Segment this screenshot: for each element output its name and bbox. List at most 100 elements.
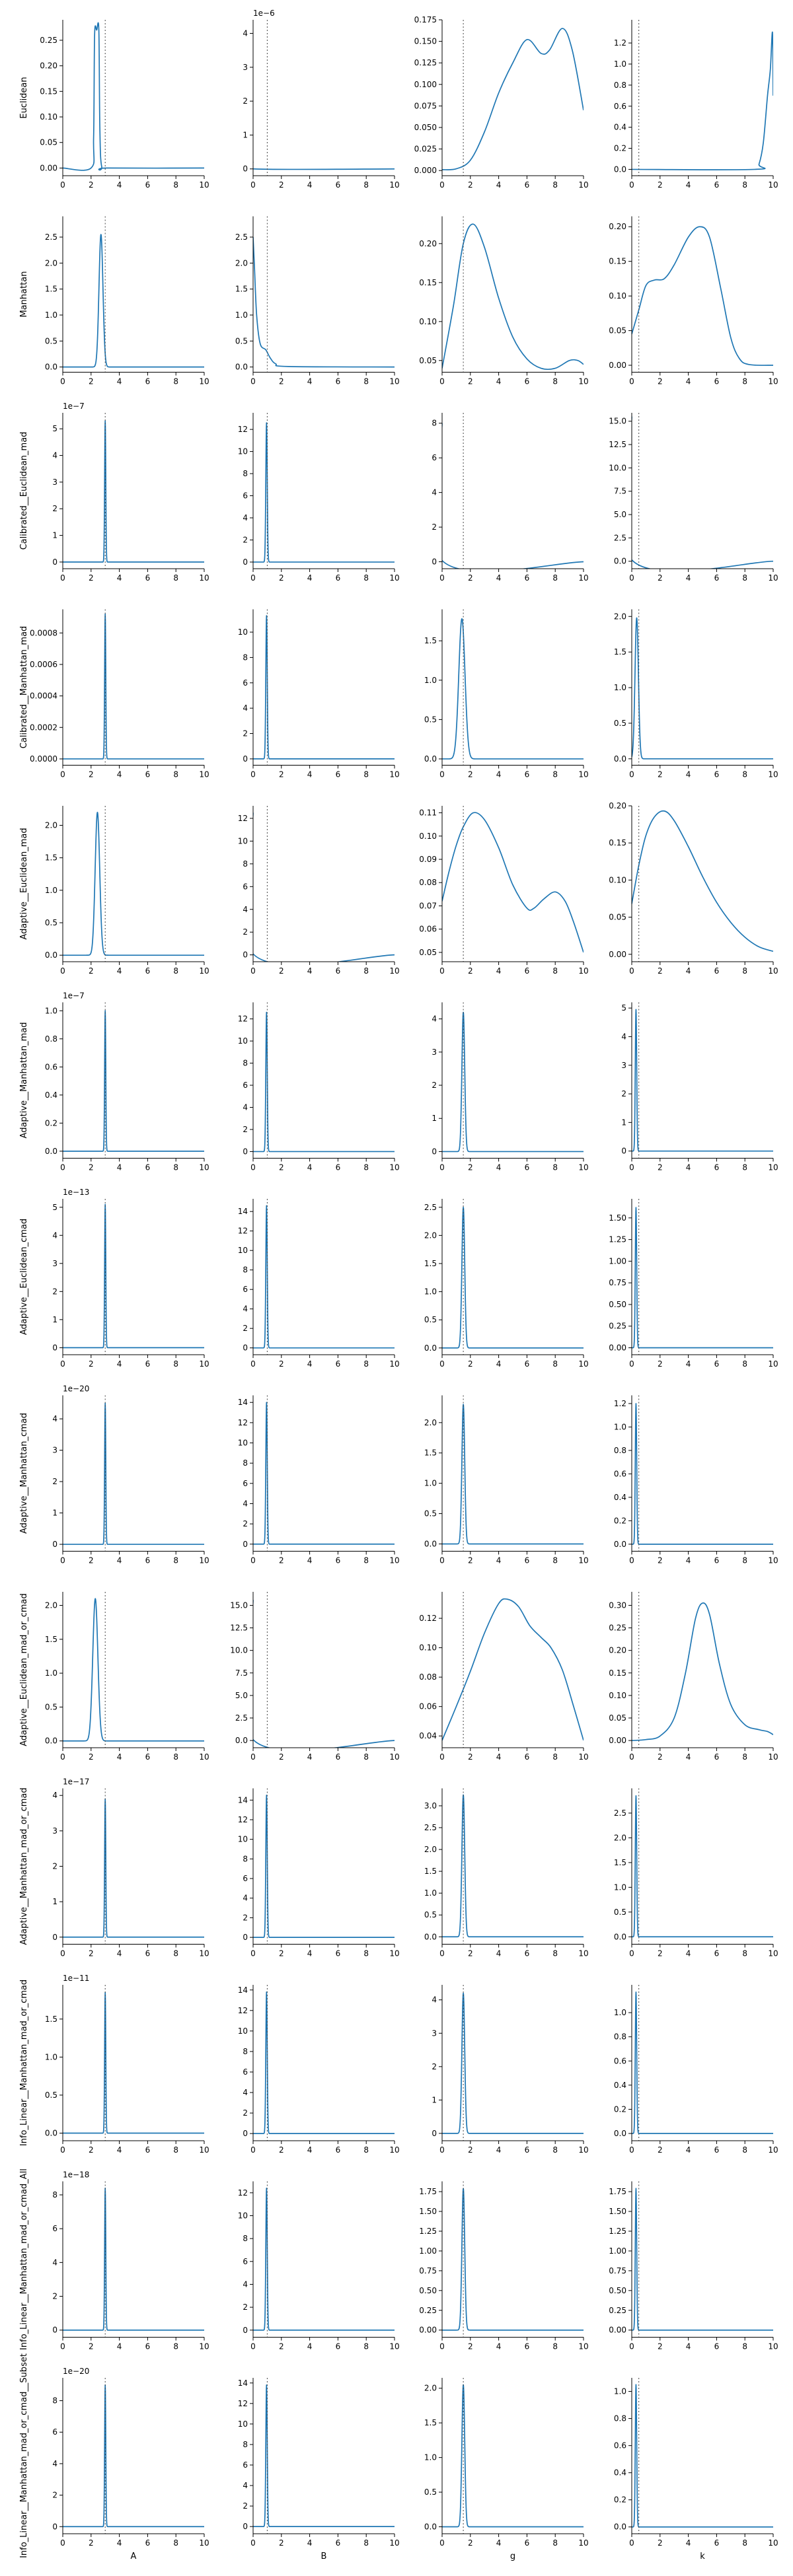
column-label-g: g — [510, 2552, 515, 2561]
panel-adaptive-euclidean-mad-or-cmad-A: 0 2 4 6 8 10 0.0 0.5 1.0 1.5 2.0 — [45, 1592, 209, 1762]
x-tick-label: 6 — [714, 1752, 720, 1762]
y-tick-label: 0.0 — [614, 2129, 626, 2138]
x-tick-label: 2 — [279, 966, 284, 976]
y-tick-label: 4 — [52, 2459, 57, 2468]
x-tick-label: 6 — [714, 1556, 720, 1565]
y-tick-label: 1 — [432, 1114, 437, 1123]
x-tick-label: 2 — [89, 2342, 94, 2351]
x-tick-label: 6 — [145, 1949, 151, 1958]
panel-adaptive-manhattan-mad-or-cmad-k: 0 2 4 6 8 10 0.0 0.5 1.0 1.5 2.0 2.5 — [614, 1788, 778, 1958]
x-tick-label: 2 — [658, 1949, 663, 1958]
y-tick-label: 1 — [243, 130, 248, 139]
y-tick-label: 5 — [52, 1203, 57, 1212]
y-tick-label: 0.04 — [419, 1731, 437, 1740]
y-tick-label: 2 — [52, 1287, 57, 1296]
panel-adaptive-manhattan-mad-A: 0 2 4 6 8 10 0.0 0.2 0.4 0.6 0.8 1.0 1e−7 — [45, 991, 209, 1172]
y-tick-label: 8 — [243, 1854, 248, 1863]
panel-adaptive-manhattan-cmad-B: 0 2 4 6 8 10 0 2 4 6 8 10 12 14 — [238, 1395, 400, 1565]
x-tick-label: 0 — [439, 180, 445, 190]
y-tick-label: 0.0000 — [30, 754, 57, 764]
x-tick-label: 10 — [199, 966, 209, 976]
x-tick-label: 2 — [89, 1359, 94, 1369]
panel-info-linear-manhattan-mad-or-cmad-k: 0 2 4 6 8 10 0.0 0.2 0.4 0.6 0.8 1.0 — [614, 1985, 778, 2155]
x-tick-label: 10 — [578, 2145, 588, 2155]
x-tick-label: 10 — [578, 1556, 588, 1565]
x-tick-label: 0 — [439, 1359, 445, 1369]
x-tick-label: 10 — [389, 1752, 399, 1762]
x-tick-label: 10 — [768, 1359, 778, 1369]
panel-calibrated-euclidean-mad-k: 0 2 4 6 8 10 0.0 2.5 5.0 7.5 10.0 12.5 15.0 — [609, 413, 778, 583]
y-tick-label: 1.5 — [45, 285, 57, 294]
x-tick-label: 2 — [658, 377, 663, 386]
x-tick-label: 8 — [742, 1752, 747, 1762]
y-tick-label: 0.0002 — [30, 723, 57, 732]
x-tick-label: 4 — [496, 1752, 502, 1762]
axis-offset-label: 1e−17 — [63, 1777, 89, 1787]
row-label-adaptive-manhattan-mad-or-cmad: Adaptive__Manhattan_mad_or_cmad — [19, 1787, 29, 1945]
y-tick-label: 2 — [243, 96, 248, 106]
x-tick-label: 6 — [714, 1359, 720, 1369]
x-tick-label: 8 — [173, 1949, 178, 1958]
y-tick-label: 0.06 — [419, 925, 437, 934]
y-tick-label: 1.0 — [614, 2387, 626, 2396]
y-tick-label: 7.5 — [614, 487, 626, 496]
x-tick-label: 10 — [768, 573, 778, 583]
y-tick-label: 0.25 — [609, 2306, 626, 2315]
x-tick-label: 8 — [552, 966, 558, 976]
y-tick-label: 1.00 — [609, 2246, 626, 2256]
density-curve — [632, 1009, 773, 1152]
x-tick-label: 6 — [525, 1949, 530, 1958]
y-tick-label: 0.5 — [45, 1702, 57, 1711]
x-tick-label: 8 — [742, 377, 747, 386]
y-tick-label: 0.4 — [614, 2468, 626, 2478]
x-tick-label: 10 — [768, 2145, 778, 2155]
y-tick-label: 0.8 — [45, 1034, 57, 1044]
y-tick-label: 0.100 — [414, 80, 437, 89]
x-tick-label: 2 — [279, 770, 284, 779]
x-tick-label: 6 — [336, 573, 341, 583]
y-tick-label: 0.00 — [609, 2326, 626, 2335]
y-tick-label: 1.75 — [609, 2187, 626, 2196]
x-tick-label: 6 — [525, 2145, 530, 2155]
x-tick-label: 0 — [60, 966, 65, 976]
y-tick-label: 0.12 — [419, 1614, 437, 1623]
x-tick-label: 0 — [439, 770, 445, 779]
y-tick-label: 0.10 — [40, 112, 57, 122]
y-tick-label: 1 — [52, 1315, 57, 1324]
x-tick-label: 8 — [742, 1359, 747, 1369]
x-tick-label: 6 — [525, 180, 530, 190]
x-tick-label: 8 — [173, 180, 178, 190]
y-tick-label: 2 — [52, 2292, 57, 2301]
x-tick-label: 4 — [496, 2145, 502, 2155]
density-curve — [63, 1402, 204, 1545]
x-tick-label: 4 — [686, 2145, 691, 2155]
y-tick-label: 0.50 — [419, 2286, 437, 2295]
y-tick-label: 0.5 — [424, 2487, 437, 2497]
x-tick-label: 2 — [89, 1752, 94, 1762]
panel-adaptive-manhattan-cmad-g: 0 2 4 6 8 10 0.0 0.5 1.0 1.5 2.0 — [424, 1395, 589, 1565]
y-tick-label: 1.5 — [45, 853, 57, 863]
x-tick-label: 0 — [250, 1752, 256, 1762]
x-tick-label: 8 — [173, 377, 178, 386]
x-tick-label: 6 — [145, 180, 151, 190]
y-tick-label: 14 — [238, 1398, 248, 1407]
y-tick-label: 0.6 — [614, 1469, 626, 1478]
y-tick-label: 4 — [243, 2481, 248, 2490]
y-tick-label: 1 — [621, 1118, 626, 1127]
density-curve — [442, 1794, 584, 1938]
y-tick-label: 8 — [52, 2396, 57, 2406]
y-tick-label: 12 — [238, 2006, 248, 2015]
y-tick-label: 1.50 — [609, 2207, 626, 2216]
x-tick-label: 6 — [714, 2538, 720, 2548]
y-tick-label: 0.075 — [414, 101, 437, 110]
x-tick-label: 4 — [496, 377, 502, 386]
x-tick-label: 0 — [250, 1949, 256, 1958]
x-tick-label: 0 — [60, 1163, 65, 1172]
y-tick-label: 2.5 — [45, 233, 57, 242]
x-tick-label: 10 — [768, 1163, 778, 1172]
y-tick-label: 4 — [52, 451, 57, 460]
y-tick-label: 0.10 — [419, 832, 437, 841]
row-label-manhattan: Manhattan — [19, 271, 29, 317]
y-tick-label: 1.5 — [45, 2015, 57, 2024]
y-tick-label: 0.10 — [609, 875, 626, 884]
